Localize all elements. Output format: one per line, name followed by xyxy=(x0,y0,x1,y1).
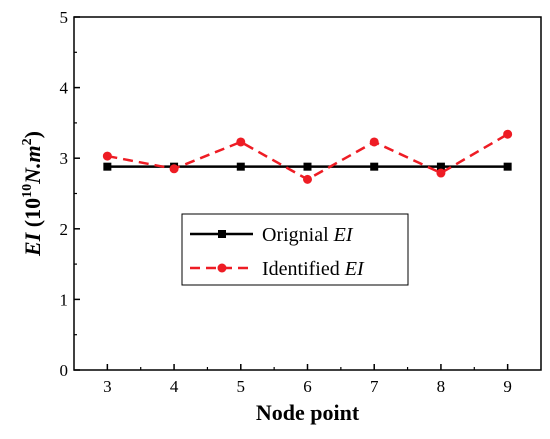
legend-marker-original xyxy=(218,230,226,238)
y-tick-label: 4 xyxy=(60,79,69,98)
legend-marker-identified xyxy=(217,263,227,273)
x-axis-title: Node point xyxy=(256,400,360,425)
series-1-point xyxy=(369,137,379,147)
legend-label-identified-italic: EI xyxy=(344,258,365,280)
y-axis-title-open: (10 xyxy=(20,198,45,233)
y-tick-label: 1 xyxy=(60,290,69,309)
series-layer xyxy=(102,129,513,184)
y-tick-label: 5 xyxy=(60,8,69,27)
series-1-point xyxy=(102,151,112,161)
x-tick-label: 3 xyxy=(103,377,112,396)
y-axis-title-unit: N.m xyxy=(20,145,45,185)
series-0-point xyxy=(370,162,379,171)
legend-label-original-italic: EI xyxy=(333,224,354,246)
legend-entry-original: Orignial EI xyxy=(190,224,354,246)
x-tick-label: 6 xyxy=(303,377,312,396)
x-tick-label: 9 xyxy=(503,377,512,396)
y-axis-title-close: ) xyxy=(20,131,45,138)
x-tick-label: 4 xyxy=(170,377,179,396)
legend-label-identified-text: Identified xyxy=(262,258,345,280)
legend-entry-identified: Identified EI xyxy=(190,258,365,280)
y-axis-title-unit-exponent: 2 xyxy=(20,138,35,145)
series-0-point xyxy=(503,162,512,171)
series-0-point xyxy=(236,162,245,171)
y-axis-title: EI (1010N.m2) xyxy=(20,131,45,257)
plot-area-frame xyxy=(73,16,542,371)
y-axis-ticks: 0 1 2 3 4 5 xyxy=(60,8,80,380)
x-axis-ticks: 3 4 5 6 7 8 9 xyxy=(103,364,512,396)
series-1-point xyxy=(503,129,513,139)
legend: Orignial EI Identified EI xyxy=(181,213,409,286)
x-tick-label: 7 xyxy=(370,377,379,396)
series-1-point xyxy=(169,164,179,174)
x-tick-label: 8 xyxy=(437,377,446,396)
y-tick-label: 2 xyxy=(60,220,69,239)
y-axis-title-symbol: EI xyxy=(20,231,45,257)
series-line-1 xyxy=(107,133,509,181)
series-1-point xyxy=(436,168,446,178)
legend-label-original: Orignial EI xyxy=(262,224,354,246)
series-0-point xyxy=(436,162,445,171)
y-tick-label: 0 xyxy=(60,361,69,380)
series-1-point xyxy=(236,137,246,147)
y-tick-label: 3 xyxy=(60,149,69,168)
series-0-point xyxy=(303,162,312,171)
legend-box xyxy=(181,213,409,286)
legend-label-identified: Identified EI xyxy=(262,258,365,280)
series-1-point xyxy=(303,174,312,184)
x-tick-label: 5 xyxy=(237,377,246,396)
series-0-point xyxy=(103,162,112,171)
legend-label-original-text: Orignial xyxy=(262,224,334,246)
y-axis-title-exponent: 10 xyxy=(20,184,35,198)
